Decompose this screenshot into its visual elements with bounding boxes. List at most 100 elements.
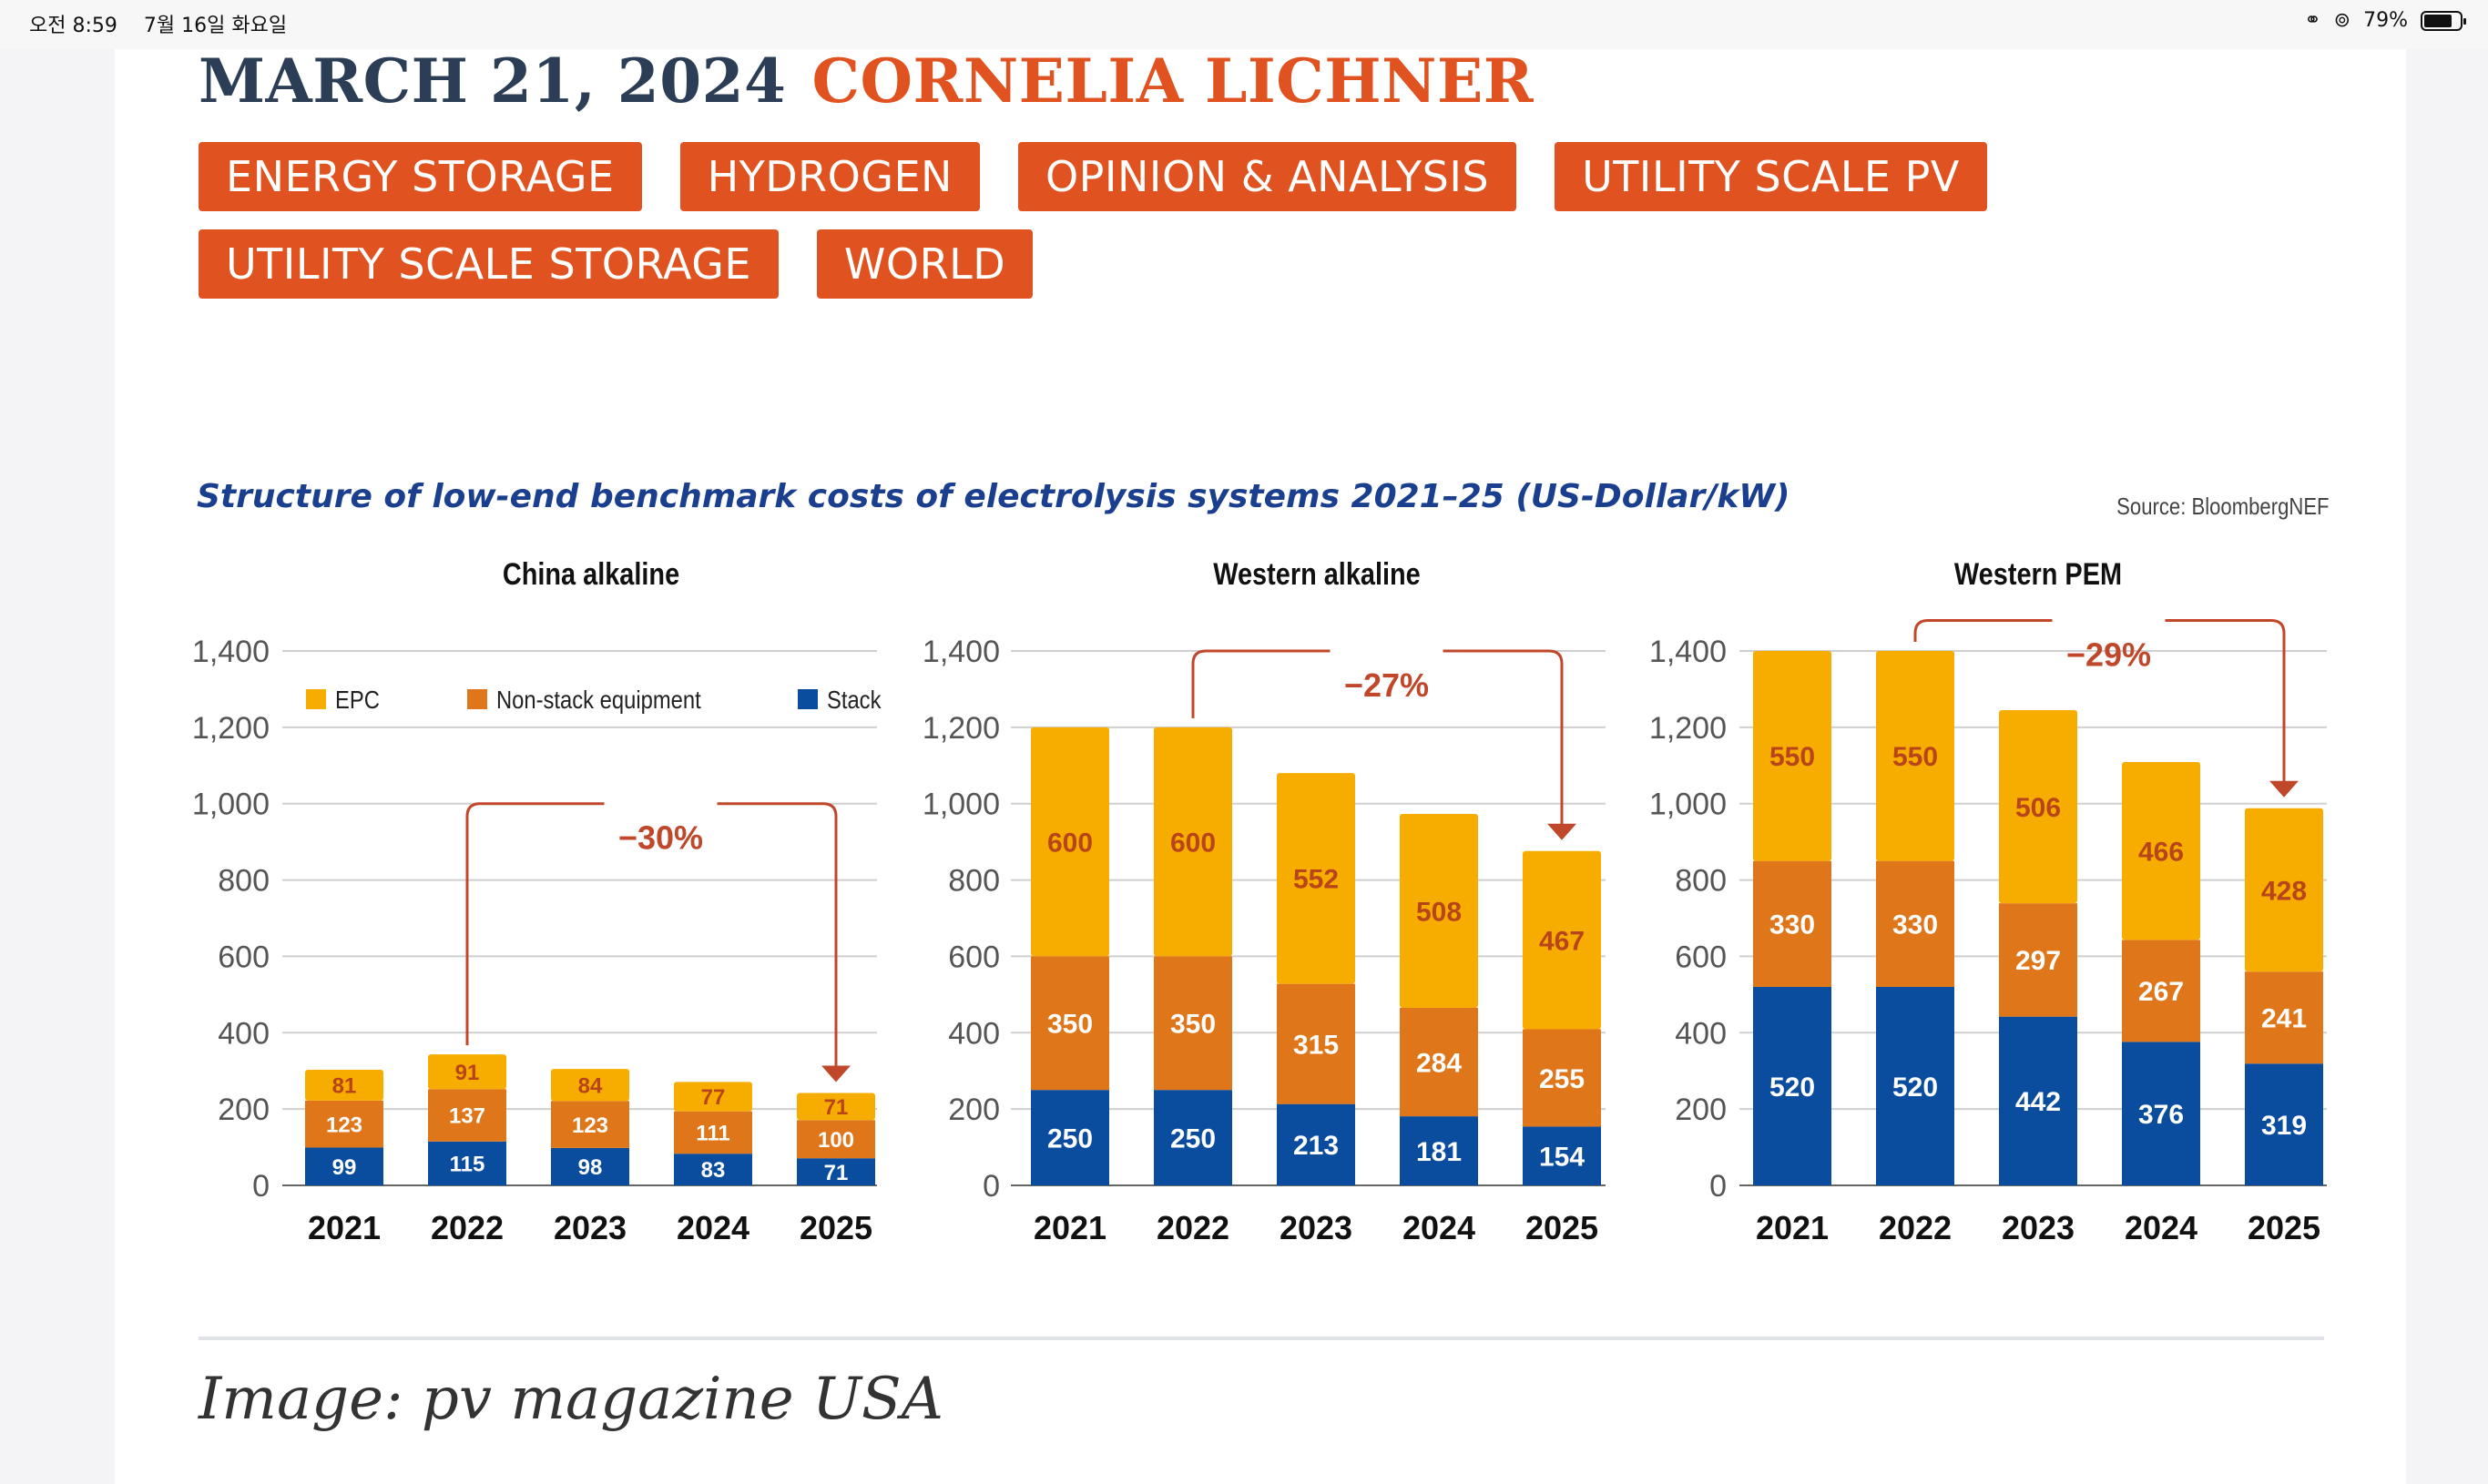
y-tick-label: 600 [1675,940,1727,974]
chart-title: Structure of low-end benchmark costs of … [197,478,1790,515]
bar-segment [1154,1090,1232,1185]
bar-segment [2122,940,2200,1042]
y-tick-label: 200 [948,1093,1000,1127]
data-label: 319 [2261,1111,2307,1141]
chart-source: Source: BloombergNEF [2116,493,2330,520]
status-left: 오전 8:59 7월 16일 화요일 [29,9,307,38]
legend-label: EPC [335,685,380,714]
bar-segment [674,1111,752,1154]
chart-canvas: China alkaline 0 200 400 600 800 1,000 1,200 1,4… [192,556,2327,1246]
x-tick-label: 2022 [431,1209,504,1246]
y-tick-label: 1,000 [192,788,270,822]
data-label: 267 [2138,977,2184,1007]
bar-segment [797,1120,875,1159]
bar-segment [1523,850,1601,1030]
tag-energy-storage[interactable]: ENERGY STORAGE [199,142,642,211]
tag-utility-scale-storage[interactable]: UTILITY SCALE STORAGE [199,229,779,299]
y-tick-label: 400 [218,1016,270,1051]
data-label: 91 [455,1061,480,1085]
tag-hydrogen[interactable]: HYDROGEN [679,142,980,211]
battery-icon [2421,10,2466,31]
bar-segment [1876,651,1954,861]
page-margin-right [2406,49,2488,1484]
bar-segment [1277,773,1355,984]
bar-segment [1753,986,1831,1185]
bar-segment [428,1089,506,1142]
x-tick-label: 2021 [308,1209,381,1246]
bar-segment [2245,971,2323,1064]
x-tick-label: 2021 [1756,1209,1829,1246]
data-label: 428 [2261,876,2307,906]
bar-segment [1400,814,1478,1009]
data-label: 99 [332,1155,357,1180]
bar-segment [1154,727,1232,957]
data-label: 315 [1293,1030,1339,1060]
change-label: −27% [1344,666,1429,704]
data-label: 181 [1416,1137,1462,1167]
panel-title: China alkaline [503,556,679,592]
x-tick-label: 2021 [1034,1209,1106,1246]
bar-segment [1031,956,1109,1091]
tag-opinion-analysis[interactable]: OPINION & ANALYSIS [1017,142,1517,211]
data-label: 520 [1892,1072,1938,1103]
article-author[interactable]: CORNELIA LICHNER [811,46,1535,117]
data-label: 552 [1293,865,1339,895]
data-label: 600 [1047,828,1093,858]
x-tick-label: 2024 [2125,1209,2197,1246]
x-tick-label: 2023 [554,1209,627,1246]
data-label: 600 [1170,828,1216,858]
bar-segment [674,1082,752,1112]
y-tick-label: 600 [218,940,270,974]
status-time: 오전 8:59 [29,15,117,37]
y-tick-label: 200 [218,1093,270,1127]
bar-segment [551,1069,629,1102]
status-bar: 오전 8:59 7월 16일 화요일 ⚭ ⊚ 79% [0,0,2488,49]
y-tick-label: 0 [252,1169,270,1204]
tag-list: ENERGY STORAGE HYDROGEN OPINION & ANALYSIS… [199,142,2020,317]
bar-segment [1400,1008,1478,1117]
data-label: 77 [701,1085,726,1110]
data-label: 123 [572,1113,608,1138]
legend-swatch [467,689,487,709]
orientation-lock-icon: ⊚ [2333,9,2351,32]
bar-segment [2245,808,2323,972]
data-label: 241 [2261,1004,2307,1034]
bar-segment [428,1054,506,1090]
data-label: 250 [1047,1123,1093,1154]
x-tick-label: 2025 [1525,1209,1598,1246]
change-label: −29% [2066,635,2151,673]
annotation-background [604,799,718,809]
y-tick-label: 1,400 [923,635,1000,669]
data-label: 506 [2015,793,2061,823]
bar-segment [1999,903,2077,1017]
data-label: 284 [1416,1048,1462,1078]
bar-segment [1876,860,1954,987]
data-label: 115 [450,1153,485,1177]
x-tick-label: 2022 [1879,1209,1952,1246]
arrow-head [2269,780,2299,798]
link-icon: ⚭ [2304,9,2321,32]
data-label: 137 [449,1104,485,1129]
tag-world[interactable]: WORLD [816,229,1034,299]
data-label: 467 [1539,926,1585,956]
bar-segment [797,1093,875,1121]
data-label: 213 [1293,1131,1339,1161]
x-tick-label: 2025 [2248,1209,2320,1246]
data-label: 111 [696,1122,729,1146]
bar-segment [1523,1126,1601,1185]
bar-segment [1999,709,2077,904]
data-label: 376 [2138,1100,2184,1130]
status-date: 7월 16일 화요일 [143,15,288,37]
bar-segment [1876,986,1954,1185]
y-tick-label: 800 [948,864,1000,899]
x-tick-label: 2024 [1402,1209,1475,1246]
bar-segment [305,1100,383,1148]
tag-utility-scale-pv[interactable]: UTILITY SCALE PV [1555,142,1987,211]
data-label: 297 [2015,946,2061,976]
data-label: 255 [1539,1064,1585,1094]
bar-segment [551,1147,629,1185]
y-tick-label: 1,400 [1649,635,1727,669]
bar-segment [1154,956,1232,1091]
bar-segment [1753,860,1831,987]
tag-row: UTILITY SCALE STORAGE WORLD [199,229,2020,299]
